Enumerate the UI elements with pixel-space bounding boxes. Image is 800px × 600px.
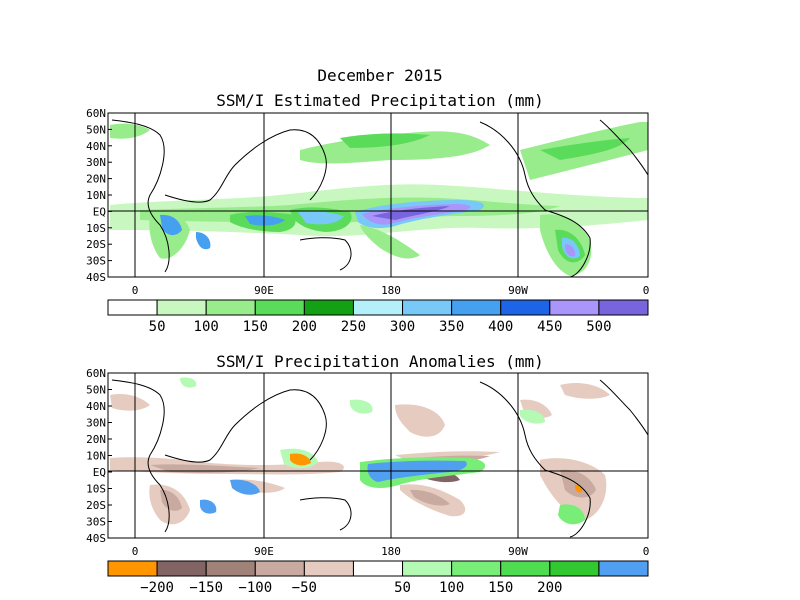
- colorbar-swatch: [303, 560, 354, 577]
- lon-label: 0: [643, 284, 650, 297]
- colorbar-label: 100: [439, 580, 464, 596]
- lat-label: 10N: [86, 450, 106, 463]
- lon-labels-estimated: 0 90E 180 90W 0: [132, 284, 650, 297]
- lon-label: 90W: [508, 284, 528, 297]
- lat-label: 20N: [86, 433, 106, 446]
- lat-label: 50N: [86, 384, 106, 397]
- map-estimated: 60N 50N 40N 30N 20N 10N EQ 10S 20S 30S 40S 0 90E 180…: [86, 107, 649, 297]
- lat-label: 40S: [86, 532, 106, 545]
- colorbar-swatch: [402, 299, 453, 316]
- colorbar-label: 350: [439, 319, 464, 335]
- colorbar-swatch: [254, 560, 305, 577]
- precip-field-estimated: [110, 122, 648, 276]
- lat-label: 20N: [86, 173, 106, 186]
- lon-label: 0: [643, 545, 650, 558]
- colorbar-label: 50: [394, 580, 411, 596]
- colorbar-label: 400: [488, 319, 513, 335]
- lat-label: 40S: [86, 271, 106, 284]
- lat-label: 30N: [86, 417, 106, 430]
- colorbar-label: −100: [238, 580, 272, 596]
- colorbar-swatch: [500, 299, 551, 316]
- colorbar-swatch: [205, 299, 256, 316]
- lat-label: 10N: [86, 189, 106, 202]
- lon-label: 0: [132, 545, 139, 558]
- colorbar-swatch: [451, 299, 502, 316]
- colorbar-swatch: [352, 560, 404, 577]
- colorbar-label: 500: [586, 319, 611, 335]
- panel-title-anomalies: SSM/I Precipitation Anomalies (mm): [216, 352, 544, 371]
- coastlines-estimated: [111, 119, 648, 277]
- lat-label: 40N: [86, 140, 106, 153]
- lat-label: 60N: [86, 367, 106, 380]
- colorbar-swatch: [598, 299, 649, 316]
- colorbar-label: 450: [537, 319, 562, 335]
- colorbar-swatch: [402, 560, 453, 577]
- lat-label: 30N: [86, 156, 106, 169]
- colorbar-label: 200: [292, 319, 317, 335]
- colorbar-anomalies: −200 −150 −100 −50 50 100 150 200: [107, 560, 649, 596]
- colorbar-label: 150: [488, 580, 513, 596]
- map-frame-anomalies: [108, 373, 648, 538]
- colorbar-swatch: [107, 299, 158, 316]
- lon-label: 90E: [254, 284, 274, 297]
- lat-label: 50N: [86, 123, 106, 136]
- lat-label: EQ: [93, 205, 106, 218]
- lat-labels-anomalies: 60N 50N 40N 30N 20N 10N EQ 10S 20S 30S 40S: [86, 367, 112, 545]
- lon-label: 0: [132, 284, 139, 297]
- colorbar-swatch: [549, 299, 600, 316]
- colorbar-label: 200: [537, 580, 562, 596]
- lat-label: 10S: [86, 222, 106, 235]
- panel-title-estimated: SSM/I Estimated Precipitation (mm): [216, 91, 544, 110]
- lon-label: 90E: [254, 545, 274, 558]
- lat-label: 20S: [86, 238, 106, 251]
- lon-label: 180: [381, 284, 401, 297]
- colorbar-swatch: [107, 560, 158, 577]
- lat-label: 40N: [86, 400, 106, 413]
- colorbar-swatch: [451, 560, 502, 577]
- lat-label: EQ: [93, 466, 106, 479]
- colorbar-estimated: 50 100 150 200 250 300 350 400 450 500: [107, 299, 649, 335]
- colorbar-swatch: [598, 560, 649, 577]
- lon-label: 180: [381, 545, 401, 558]
- colorbar-label: 50: [149, 319, 166, 335]
- map-anomalies: 60N 50N 40N 30N 20N 10N EQ 10S 20S 30S 40S 0 90E 180…: [86, 367, 649, 558]
- colorbar-label: −150: [189, 580, 223, 596]
- lon-label: 90W: [508, 545, 528, 558]
- colorbar-swatch: [500, 560, 551, 577]
- lat-label: 20S: [86, 499, 106, 512]
- colorbar-label: −200: [140, 580, 174, 596]
- lon-labels-anomalies: 0 90E 180 90W 0: [132, 545, 650, 558]
- colorbar-label: −50: [292, 580, 317, 596]
- lat-label: 30S: [86, 255, 106, 268]
- lat-label: 10S: [86, 483, 106, 496]
- colorbar-label: 150: [243, 319, 268, 335]
- colorbar-swatch: [352, 299, 404, 316]
- colorbar-swatch: [205, 560, 256, 577]
- lat-label: 30S: [86, 516, 106, 529]
- lat-labels-estimated: 60N 50N 40N 30N 20N 10N EQ 10S 20S 30S 40S: [86, 107, 112, 284]
- colorbar-swatch: [303, 299, 354, 316]
- colorbar-swatch: [156, 299, 207, 316]
- colorbar-label: 250: [341, 319, 366, 335]
- colorbar-swatch: [549, 560, 600, 577]
- colorbar-label: 300: [390, 319, 415, 335]
- colorbar-label: 100: [194, 319, 219, 335]
- lat-label: 60N: [86, 107, 106, 120]
- coastlines-anomalies: [111, 379, 648, 538]
- colorbar-swatch: [254, 299, 305, 316]
- date-title: December 2015: [317, 66, 443, 85]
- colorbar-swatch: [156, 560, 207, 577]
